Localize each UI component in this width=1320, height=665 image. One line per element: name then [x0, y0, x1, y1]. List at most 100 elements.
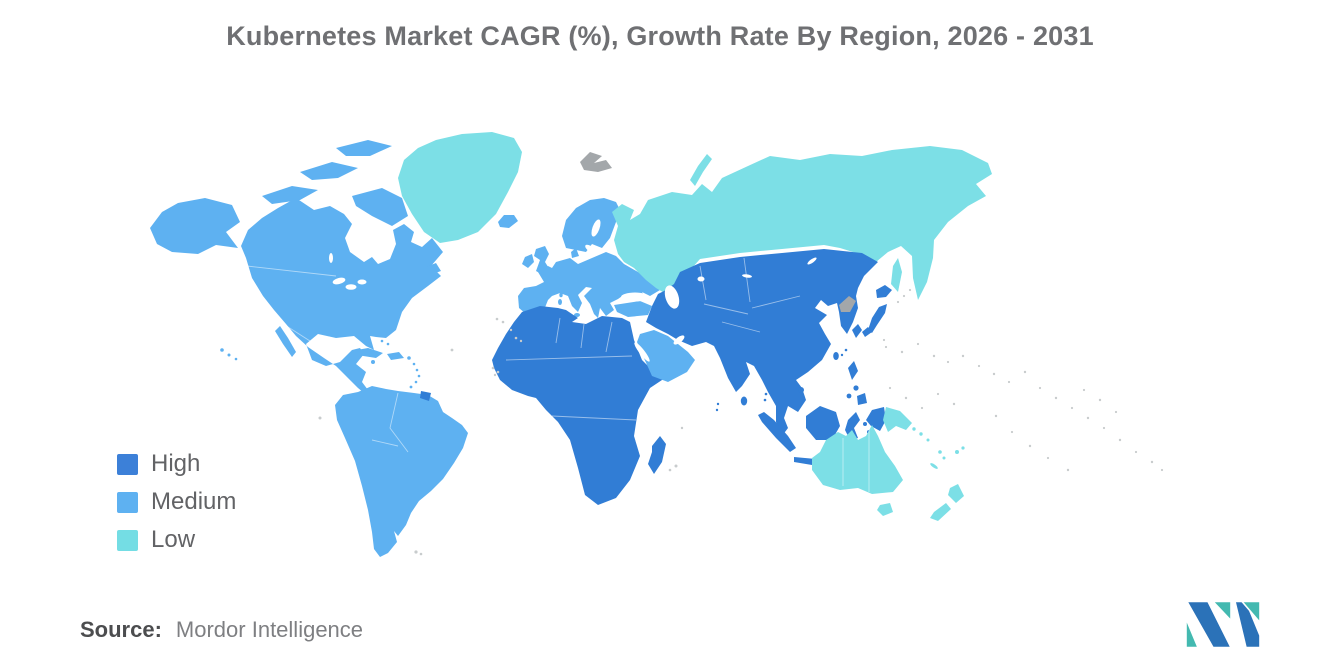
- island-dot: [977, 364, 981, 368]
- legend-item-high: High: [117, 450, 236, 477]
- region-europe: [518, 252, 660, 318]
- island-dot: [1114, 410, 1118, 414]
- lake-ontario-erie: [357, 279, 367, 285]
- region-kyushu: [852, 324, 862, 338]
- island-dot: [992, 372, 996, 376]
- island-dot: [1028, 444, 1032, 448]
- region-antilles: [415, 368, 419, 372]
- region-north-america: [241, 198, 443, 398]
- region-trinidad: [409, 385, 413, 389]
- island-dot: [946, 360, 950, 364]
- aral-sea: [697, 276, 705, 282]
- region-andaman: [764, 392, 768, 396]
- region-asia: [646, 249, 878, 436]
- region-moluccas: [863, 422, 867, 426]
- region-sicily: [574, 313, 580, 317]
- persian-gulf: [673, 335, 685, 345]
- region-okinawa: [844, 348, 848, 352]
- micro-island-dots: [318, 288, 1164, 556]
- region-hokkaido: [876, 285, 892, 298]
- region-arctic-islands: [300, 162, 358, 180]
- island-dot: [902, 294, 906, 298]
- island-dot: [674, 464, 678, 468]
- region-north-korea: [839, 296, 856, 312]
- black-sea: [621, 292, 649, 302]
- island-dot: [1023, 370, 1027, 374]
- region-south-america: [335, 386, 468, 557]
- region-borneo: [806, 406, 840, 440]
- island-dot: [936, 392, 940, 396]
- region-novaya-zemlya: [690, 154, 712, 186]
- island-dot: [916, 342, 920, 346]
- region-maldives: [715, 408, 719, 412]
- region-honshu: [868, 304, 887, 333]
- region-sri-lanka: [740, 396, 748, 406]
- region-fiji: [961, 446, 965, 450]
- legend-item-low: Low: [117, 526, 236, 553]
- region-solomons: [912, 427, 916, 431]
- mordor-intelligence-logo: [1186, 601, 1261, 648]
- region-arabia: [637, 330, 695, 382]
- landmasses: [150, 132, 992, 557]
- lake-superior: [332, 277, 346, 285]
- region-hainan: [798, 387, 804, 393]
- region-new-caledonia: [930, 463, 938, 469]
- island-dot: [1098, 398, 1102, 402]
- legend-label-high: High: [151, 450, 201, 477]
- lake-balkhash: [742, 274, 752, 278]
- region-hispaniola: [387, 352, 404, 360]
- island-dot: [680, 426, 684, 430]
- island-dot: [1066, 468, 1070, 472]
- island-dot: [501, 320, 505, 324]
- region-nz-north: [948, 484, 964, 503]
- logo-blue-shape: [1186, 601, 1233, 648]
- region-taiwan: [833, 352, 839, 360]
- region-greenland: [398, 132, 522, 243]
- island-dot: [491, 366, 495, 370]
- island-dot: [882, 338, 886, 342]
- island-dot: [318, 416, 322, 420]
- island-dot: [1054, 396, 1058, 400]
- legend-swatch-high: [117, 453, 138, 475]
- lake-michigan-huron: [345, 284, 357, 290]
- region-solomons: [919, 432, 923, 436]
- island-dot: [1046, 456, 1050, 460]
- region-hawaii: [234, 357, 238, 361]
- region-russia: [612, 146, 992, 300]
- logo-teal-shape: [1211, 601, 1232, 623]
- island-dot: [509, 328, 513, 332]
- island-dot: [1007, 380, 1011, 384]
- region-hawaii: [227, 353, 231, 357]
- island-dot: [450, 348, 454, 352]
- legend-label-medium: Medium: [151, 488, 237, 515]
- source-value: Mordor Intelligence: [175, 617, 364, 642]
- legend-label-low: Low: [151, 526, 196, 553]
- region-vanuatu: [938, 450, 942, 454]
- island-dot: [1150, 460, 1154, 464]
- region-sulawesi: [845, 412, 860, 440]
- island-dot: [920, 406, 924, 410]
- island-dot: [1160, 468, 1164, 472]
- region-antilles: [414, 380, 418, 384]
- region-baffin-island: [352, 188, 408, 226]
- legend-swatch-medium: [117, 491, 138, 513]
- region-bahamas: [386, 342, 390, 346]
- region-nz-south: [930, 503, 951, 521]
- island-dot: [1118, 438, 1122, 442]
- region-ireland: [522, 254, 534, 268]
- region-arctic-islands: [336, 140, 392, 156]
- island-dot: [496, 370, 500, 374]
- region-vanuatu: [926, 438, 930, 442]
- legend-item-medium: Medium: [117, 488, 237, 515]
- region-tasmania: [877, 503, 893, 516]
- region-turkey: [614, 301, 652, 317]
- region-africa: [492, 306, 668, 505]
- island-dot: [1070, 406, 1074, 410]
- island-dot: [994, 414, 998, 418]
- island-dot: [900, 350, 904, 354]
- region-andaman: [763, 398, 767, 402]
- region-luzon: [848, 361, 858, 380]
- island-dot: [668, 468, 672, 472]
- region-philippines: [846, 393, 852, 399]
